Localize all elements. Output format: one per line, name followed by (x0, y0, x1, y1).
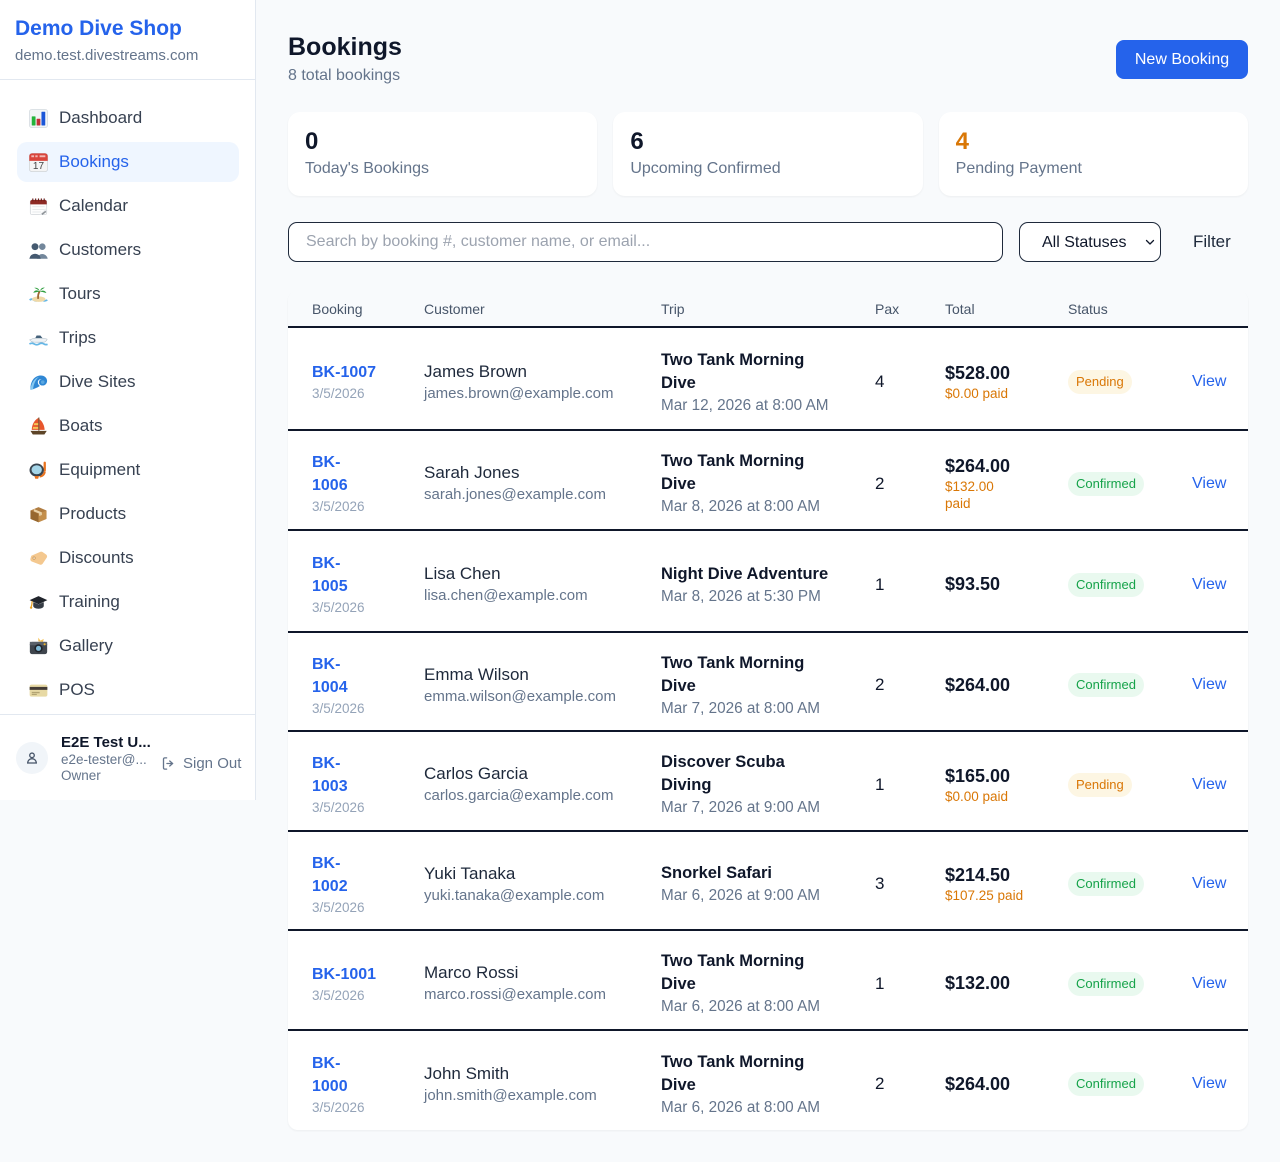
svg-text:17: 17 (33, 161, 45, 172)
